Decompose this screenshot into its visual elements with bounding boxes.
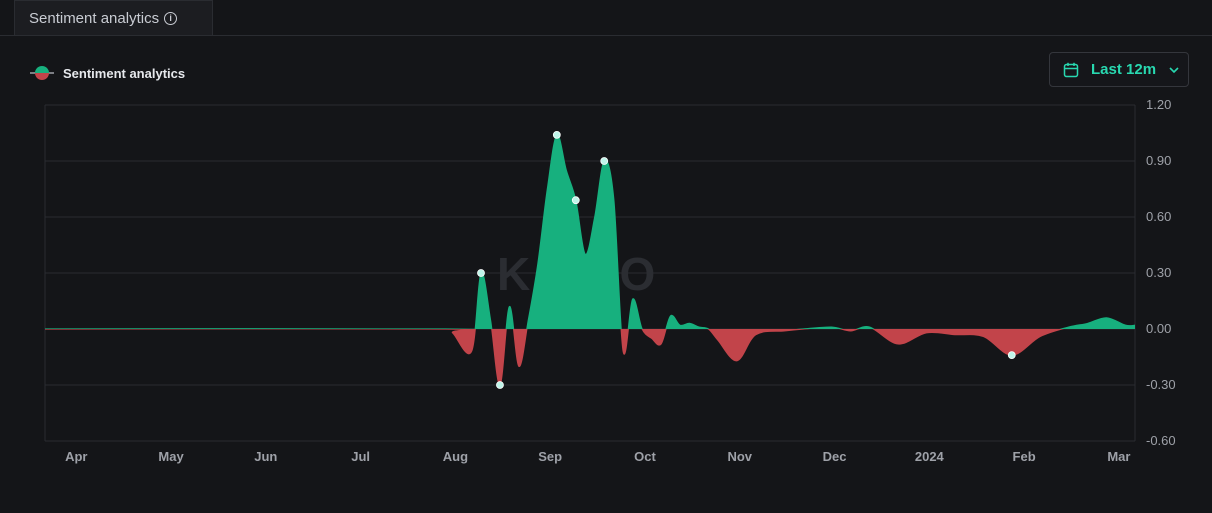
x-tick-label-7: Nov <box>727 449 752 464</box>
time-range-label: Last 12m <box>1091 61 1157 78</box>
legend-marker-icon <box>30 66 54 80</box>
info-icon[interactable]: i <box>164 11 178 25</box>
data-point-0 <box>477 269 485 277</box>
data-point-4 <box>600 157 609 165</box>
y-tick-label-3: 0.30 <box>1146 265 1171 280</box>
y-tick-label-0: 1.20 <box>1146 97 1171 112</box>
x-tick-label-3: Jul <box>351 449 370 464</box>
x-tick-label-11: Mar <box>1107 449 1130 464</box>
sentiment-chart[interactable]: KAITO 1.200.900.600.300.00-0.30-0.60 Apr… <box>0 90 1212 490</box>
data-point-2 <box>552 130 561 139</box>
area-layer <box>45 134 1135 386</box>
x-tick-label-8: Dec <box>823 449 847 464</box>
x-tick-label-2: Jun <box>254 449 277 464</box>
data-point-3 <box>571 196 580 205</box>
series-area-negative <box>45 329 1135 386</box>
tab-label: Sentiment analytics <box>29 9 160 27</box>
x-axis: Apr May Jun Jul Aug Sep Oct Nov Dec 2024 Feb Mar <box>65 449 1130 464</box>
y-tick-label-5: -0.30 <box>1146 377 1176 392</box>
series-line-negative <box>45 329 1064 386</box>
x-tick-label-9: 2024 <box>915 449 945 464</box>
tab-sentiment-analytics[interactable]: Sentiment analytics i <box>14 0 213 35</box>
calendar-icon <box>1063 62 1079 77</box>
y-tick-label-2: 0.60 <box>1146 209 1171 224</box>
chevron-down-icon <box>1169 66 1179 73</box>
y-axis: 1.20 0.90 0.60 0.30 0.00 -0.30 -0.60 <box>1146 97 1176 448</box>
x-tick-label-6: Oct <box>634 449 656 464</box>
x-tick-label-0: Apr <box>65 449 87 464</box>
x-tick-label-5: Sep <box>538 449 562 464</box>
data-point-1 <box>496 381 504 389</box>
x-tick-label-4: Aug <box>443 449 468 464</box>
chart-legend[interactable]: Sentiment analytics <box>30 62 185 84</box>
time-range-dropdown[interactable]: Last 12m <box>1049 52 1189 87</box>
y-tick-label-4: 0.00 <box>1146 321 1171 336</box>
x-tick-label-1: May <box>158 449 184 464</box>
legend-label: Sentiment analytics <box>63 65 186 81</box>
marker-layer <box>477 130 1016 389</box>
y-tick-label-6: -0.60 <box>1146 433 1176 448</box>
tab-bar: Sentiment analytics i <box>0 0 1212 36</box>
series-area-positive <box>45 134 1135 329</box>
y-tick-label-1: 0.90 <box>1146 153 1171 168</box>
data-point-5 <box>1007 351 1016 360</box>
x-tick-label-10: Feb <box>1013 449 1036 464</box>
